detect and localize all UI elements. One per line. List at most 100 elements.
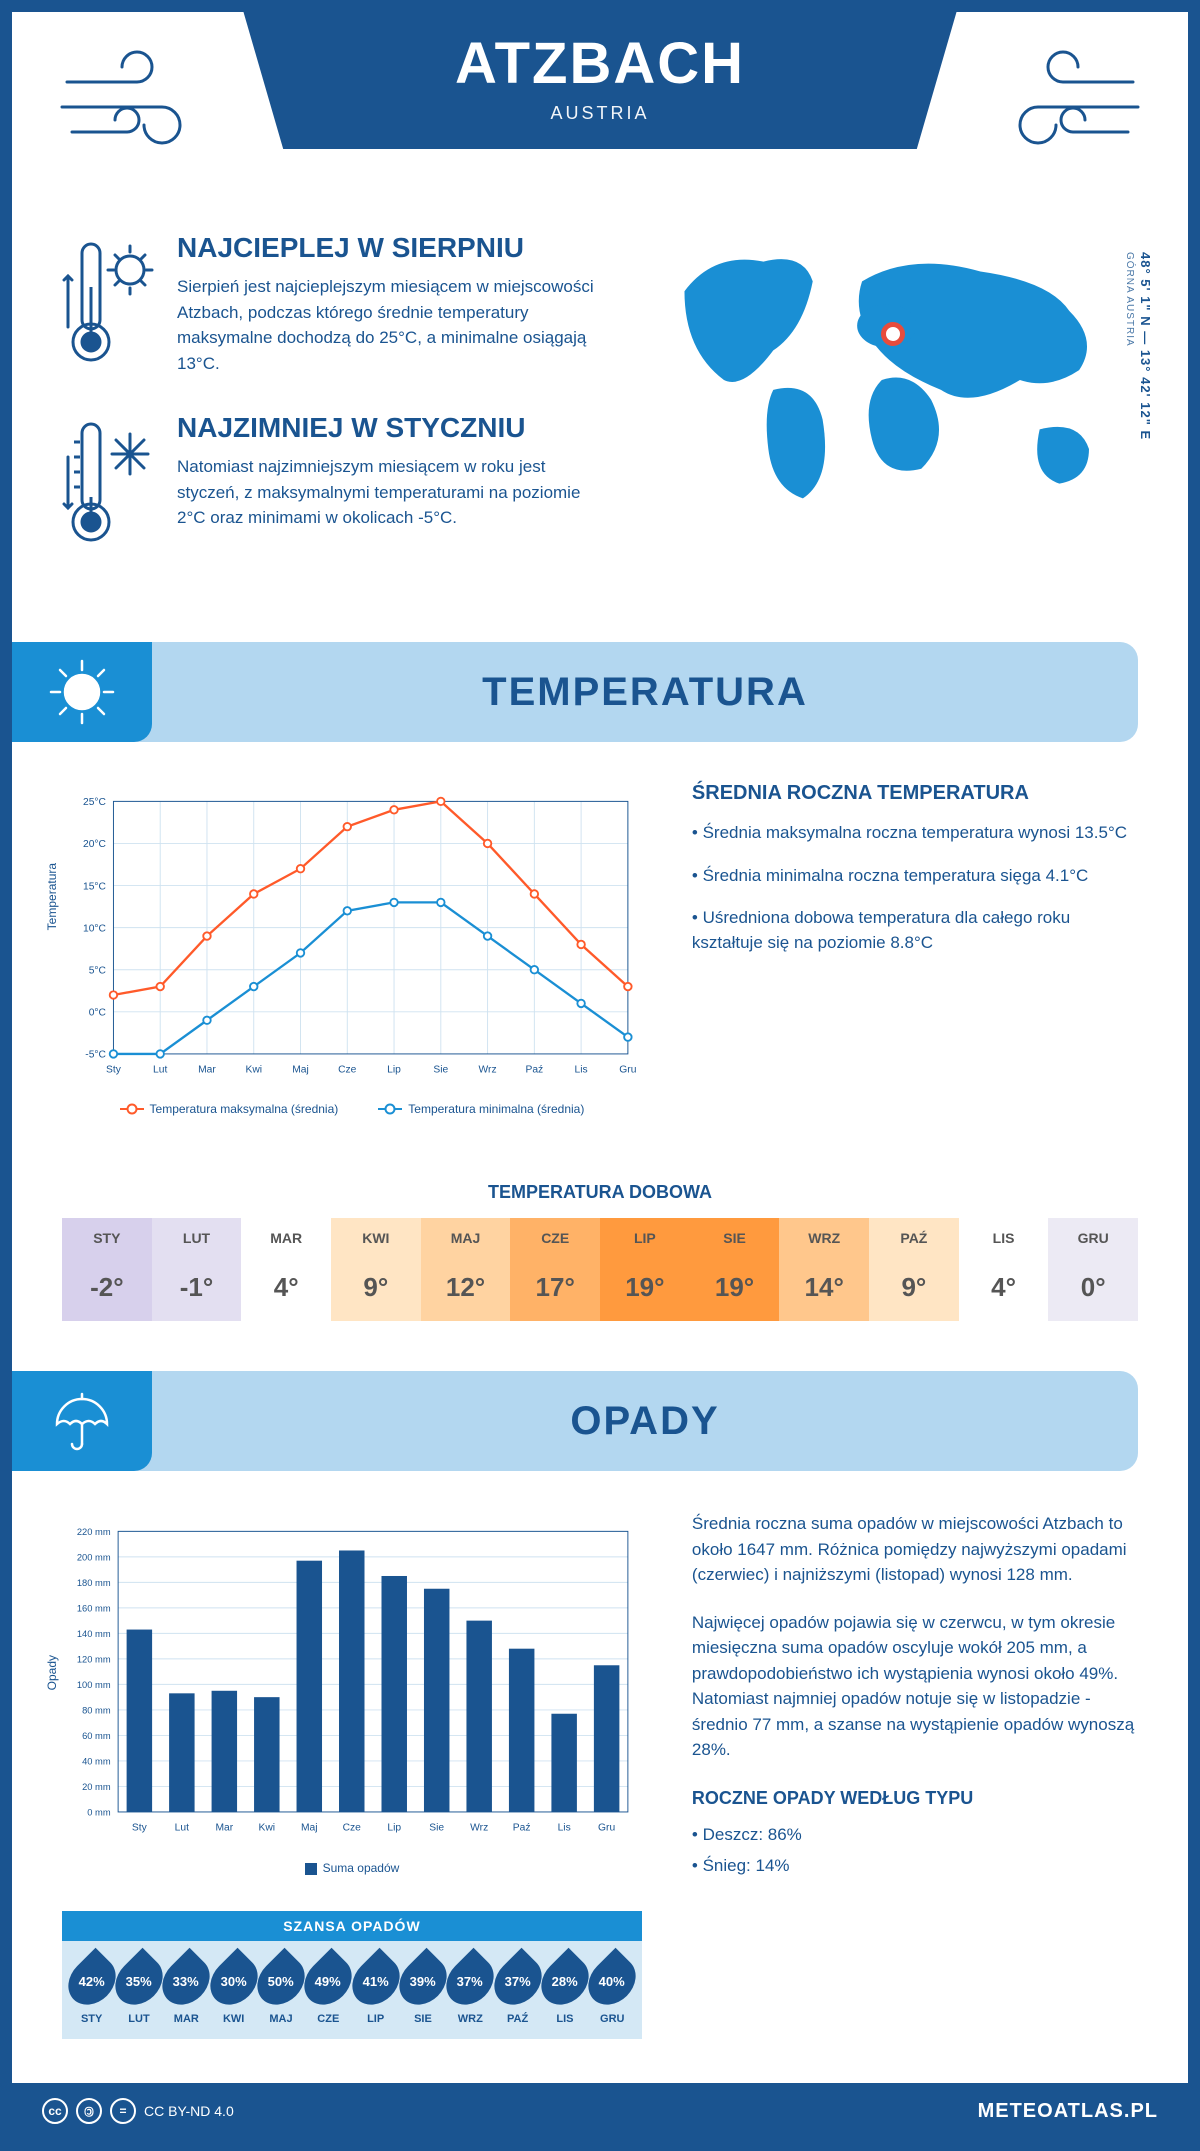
daily-value: -2° [62, 1258, 152, 1321]
chance-month: LIS [541, 2013, 588, 2025]
chance-month: MAJ [257, 2013, 304, 2025]
daily-month: MAR [241, 1218, 331, 1258]
temperature-info: ŚREDNIA ROCZNA TEMPERATURA • Średnia mak… [692, 782, 1138, 1132]
svg-text:Kwi: Kwi [259, 1823, 276, 1834]
chance-month: CZE [305, 2013, 352, 2025]
temperature-legend: Temperatura maksymalna (średnia) Temperat… [62, 1102, 642, 1116]
svg-text:140 mm: 140 mm [77, 1629, 111, 1639]
world-map [645, 232, 1138, 513]
daily-month: STY [62, 1218, 152, 1258]
svg-text:Lut: Lut [175, 1823, 189, 1834]
daily-value: 14° [779, 1258, 869, 1321]
intro-section: NAJCIEPLEJ W SIERPNIU Sierpień jest najc… [12, 212, 1188, 622]
svg-text:160 mm: 160 mm [77, 1604, 111, 1614]
daily-value: 17° [510, 1258, 600, 1321]
daily-month: PAŹ [869, 1218, 959, 1258]
page-subtitle: AUSTRIA [240, 103, 960, 124]
precip-legend-label: Suma opadów [323, 1861, 400, 1875]
coldest-text: Natomiast najzimniejszym miesiącem w rok… [177, 454, 605, 531]
cc-icon: cc [42, 2098, 68, 2124]
svg-text:Lis: Lis [575, 1065, 588, 1076]
chance-month: LUT [115, 2013, 162, 2025]
svg-text:Lip: Lip [387, 1065, 401, 1076]
temperature-title: TEMPERATURA [152, 670, 1138, 715]
thermometer-snow-icon [62, 412, 157, 557]
map-area: 48° 5' 1" N — 13° 42' 12" E GÓRNA AUSTRI… [645, 232, 1138, 592]
umbrella-icon [12, 1371, 152, 1471]
warmest-text: Sierpień jest najcieplejszym miesiącem w… [177, 274, 605, 376]
svg-text:40 mm: 40 mm [82, 1757, 111, 1767]
license-text: CC BY-ND 4.0 [144, 2103, 234, 2119]
nd-icon: = [110, 2098, 136, 2124]
intro-facts: NAJCIEPLEJ W SIERPNIU Sierpień jest najc… [62, 232, 605, 592]
temperature-header: TEMPERATURA [12, 642, 1138, 742]
daily-value: 12° [421, 1258, 511, 1321]
svg-text:Wrz: Wrz [479, 1065, 497, 1076]
wind-icon [968, 42, 1148, 167]
chance-cell: 37%PAŹ [494, 1955, 541, 2025]
daily-cell: PAŹ9° [869, 1218, 959, 1321]
daily-month: CZE [510, 1218, 600, 1258]
svg-text:220 mm: 220 mm [77, 1527, 111, 1537]
svg-text:Sty: Sty [132, 1823, 148, 1834]
coldest-title: NAJZIMNIEJ W STYCZNIU [177, 412, 605, 444]
temp-bullet: • Uśredniona dobowa temperatura dla całe… [692, 906, 1138, 955]
legend-item: Temperatura maksymalna (średnia) [120, 1102, 339, 1116]
svg-text:Paź: Paź [513, 1823, 531, 1834]
coldest-fact: NAJZIMNIEJ W STYCZNIU Natomiast najzimni… [62, 412, 605, 557]
daily-value: 9° [331, 1258, 421, 1321]
daily-cell: GRU0° [1048, 1218, 1138, 1321]
warmest-title: NAJCIEPLEJ W SIERPNIU [177, 232, 605, 264]
svg-text:Lis: Lis [558, 1823, 571, 1834]
legend-item: Temperatura minimalna (średnia) [378, 1102, 584, 1116]
svg-text:Maj: Maj [301, 1823, 318, 1834]
temp-info-heading: ŚREDNIA ROCZNA TEMPERATURA [692, 782, 1138, 805]
temperature-line-svg: -5°C0°C5°C10°C15°C20°C25°CStyLutMarKwiMa… [62, 782, 642, 1092]
precipitation-legend: Suma opadów [62, 1861, 642, 1875]
daily-month: KWI [331, 1218, 421, 1258]
svg-text:Sie: Sie [433, 1065, 448, 1076]
precip-type-heading: ROCZNE OPADY WEDŁUG TYPU [692, 1785, 1138, 1812]
precipitation-bar-svg: 0 mm20 mm40 mm60 mm80 mm100 mm120 mm140 … [62, 1511, 642, 1851]
by-icon: 🄯 [76, 2098, 102, 2124]
wind-icon [52, 42, 232, 167]
chance-cell: 28%LIS [541, 1955, 588, 2025]
brand: METEOATLAS.PL [978, 2100, 1158, 2123]
precipitation-body: Opady 0 mm20 mm40 mm60 mm80 mm100 mm120 … [12, 1501, 1188, 2059]
svg-text:Sie: Sie [429, 1823, 444, 1834]
warmest-fact: NAJCIEPLEJ W SIERPNIU Sierpień jest najc… [62, 232, 605, 377]
svg-text:Wrz: Wrz [470, 1823, 488, 1834]
chance-month: GRU [589, 2013, 636, 2025]
svg-text:Cze: Cze [343, 1823, 362, 1834]
svg-text:-5°C: -5°C [85, 1050, 106, 1061]
precip-text-1: Średnia roczna suma opadów w miejscowośc… [692, 1511, 1138, 1588]
daily-cell: LIS4° [959, 1218, 1049, 1321]
svg-text:Lut: Lut [153, 1065, 167, 1076]
daily-cell: CZE17° [510, 1218, 600, 1321]
daily-month: WRZ [779, 1218, 869, 1258]
precip-rain: • Deszcz: 86% [692, 1822, 1138, 1848]
daily-month: MAJ [421, 1218, 511, 1258]
svg-text:Gru: Gru [619, 1065, 636, 1076]
daily-cell: WRZ14° [779, 1218, 869, 1321]
daily-value: 19° [600, 1258, 690, 1321]
title-banner: ATZBACH AUSTRIA [240, 0, 960, 149]
svg-text:25°C: 25°C [83, 797, 107, 808]
page-frame: ATZBACH AUSTRIA NAJCIEPLEJ W SIERPNIU Si… [0, 0, 1200, 2151]
svg-text:15°C: 15°C [83, 881, 107, 892]
chance-title: SZANSA OPADÓW [62, 1911, 642, 1941]
svg-text:5°C: 5°C [89, 965, 107, 976]
chance-month: PAŹ [494, 2013, 541, 2025]
svg-text:0 mm: 0 mm [87, 1808, 111, 1818]
thermometer-sun-icon [62, 232, 157, 377]
precipitation-info: Średnia roczna suma opadów w miejscowośc… [692, 1511, 1138, 2039]
temperature-body: Temperatura -5°C0°C5°C10°C15°C20°C25°CSt… [12, 772, 1188, 1152]
footer: cc 🄯 = CC BY-ND 4.0 METEOATLAS.PL [12, 2083, 1188, 2139]
svg-text:20°C: 20°C [83, 839, 107, 850]
svg-text:200 mm: 200 mm [77, 1553, 111, 1563]
chance-cell: 50%MAJ [257, 1955, 304, 2025]
chance-row: 42%STY35%LUT33%MAR30%KWI50%MAJ49%CZE41%L… [62, 1941, 642, 2039]
svg-text:60 mm: 60 mm [82, 1731, 111, 1741]
svg-text:0°C: 0°C [89, 1008, 107, 1019]
daily-cell: KWI9° [331, 1218, 421, 1321]
